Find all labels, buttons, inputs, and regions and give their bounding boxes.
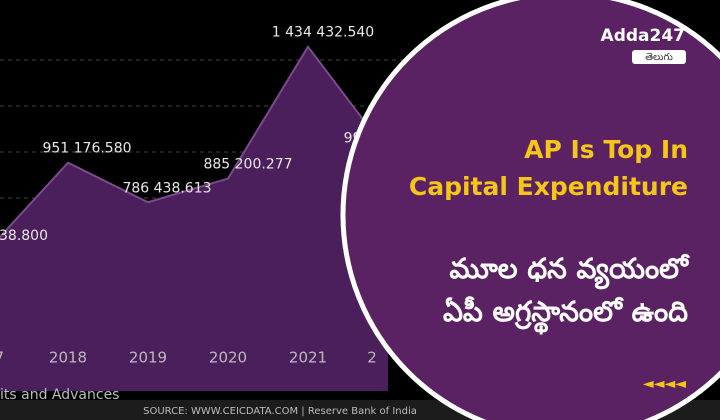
area xyxy=(0,46,388,391)
source: SOURCE: WWW.CEICDATA.COM | Reserve Bank … xyxy=(143,406,417,417)
x-tick-label: 2018 xyxy=(49,349,87,367)
x-tick-label: 2019 xyxy=(129,349,167,367)
x-tick-label: 2020 xyxy=(209,349,247,367)
title-line: Capital Expenditure xyxy=(409,172,688,201)
legend-text: its and Advances xyxy=(0,387,119,403)
line xyxy=(0,44,389,239)
data-label: 38.800 xyxy=(0,228,48,244)
banner-circle xyxy=(340,0,720,420)
logo: Adda247 xyxy=(601,26,685,46)
x-tick-label: 7 xyxy=(0,349,4,367)
telugu-line: మూల ధన వ్యయంలో xyxy=(449,252,690,290)
x-tick-label: 2 xyxy=(367,349,377,367)
logo-sub: తెలుగు xyxy=(645,52,673,63)
data-label: 1 434 432.540 xyxy=(272,25,374,41)
data-label: 786 438.613 xyxy=(122,180,211,196)
data-label: 951 176.580 xyxy=(42,141,131,157)
logo-sub-bg xyxy=(632,50,686,64)
arrows: ◄◄◄◄ xyxy=(643,376,686,392)
data-label: 885 200.277 xyxy=(203,157,292,173)
x-tick-label: 2021 xyxy=(289,349,327,367)
title-line: AP Is Top In xyxy=(524,135,688,164)
chart: 7 2018 2019 2020 2021 2 38.800 951 176.580 786 4… xyxy=(0,25,389,391)
